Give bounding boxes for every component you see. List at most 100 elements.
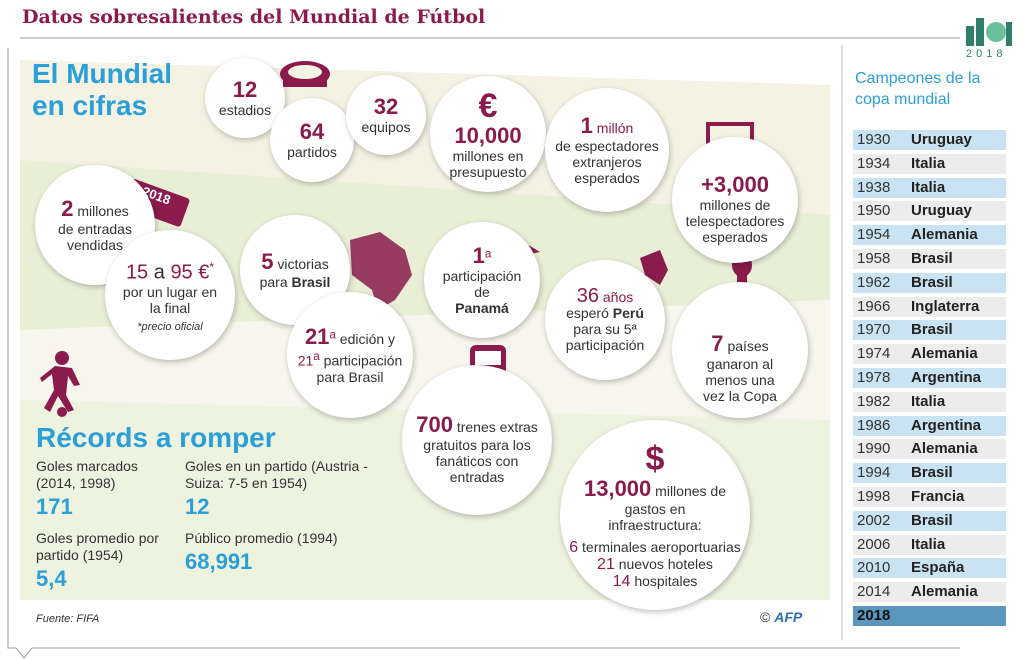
source: Fuente: FIFA: [36, 613, 100, 625]
stat-bubble: € 10,000 millones en presupuesto: [430, 76, 546, 192]
team: Brasil: [911, 464, 953, 482]
number: 12: [232, 77, 258, 102]
title: Datos sobresalientes del Mundial de Fútb…: [22, 6, 486, 28]
record-value: 5,4: [36, 566, 67, 591]
ordinal: a: [313, 350, 320, 364]
table-row: 1978 Argentina: [853, 368, 1006, 388]
label: participación de: [442, 268, 522, 300]
item: 6 terminales aeroportuarias: [569, 539, 741, 556]
record-label: Público promedio (1994): [185, 530, 338, 546]
label: edición y: [339, 331, 396, 348]
table-row: 1958 Brasil: [853, 249, 1006, 269]
team: Argentina: [911, 416, 982, 434]
table-row: 1954 Alemania: [853, 225, 1006, 246]
table-row: 1974 Alemania: [853, 344, 1006, 365]
label: victorias para: [259, 256, 329, 290]
number: 15: [125, 261, 149, 284]
stat-bubble: 1 millón de espectadores extranjeros esp…: [545, 88, 669, 212]
team: Inglaterra: [911, 297, 980, 315]
stat-bubble: 15 a 95 €* por un lugar en la final *pre…: [105, 230, 235, 360]
record-value: 68,991: [185, 549, 253, 574]
team: Italia: [911, 392, 946, 410]
table-row: 1990 Alemania: [853, 439, 1006, 460]
number: 36: [576, 284, 599, 307]
unit: millones: [77, 203, 129, 219]
stat-bubble: $ 13,000 millones de gastos en infraestr…: [560, 420, 750, 610]
year: 1970: [857, 321, 891, 339]
label: millones de telespectadores esperados: [685, 197, 785, 245]
year: 1986: [857, 416, 891, 434]
team: Alemania: [911, 440, 978, 458]
section-title: El Mundial en cifras: [32, 58, 172, 122]
unit: trenes: [456, 419, 496, 435]
asterisk: *: [209, 259, 215, 274]
team: Argentina: [911, 369, 982, 386]
team: Alemania: [911, 345, 978, 363]
title-line: El Mundial: [32, 58, 172, 89]
label: por un lugar en la final: [122, 284, 218, 317]
year: 1962: [857, 273, 891, 291]
stat-bubble: 64 partidos: [270, 98, 354, 182]
label: partidos: [287, 144, 337, 160]
label: millones en presupuesto: [449, 148, 527, 180]
record: Goles promedio por partido (1954) 5,4: [36, 530, 181, 592]
team: Francia: [911, 488, 965, 505]
table-row: 1970 Brasil: [853, 320, 1006, 341]
team: Italia: [911, 178, 946, 196]
unit: millones: [655, 482, 707, 499]
year: 1974: [857, 345, 891, 363]
year: 1966: [857, 297, 891, 315]
credit: © AFP: [760, 609, 802, 625]
number: +3,000: [701, 172, 769, 197]
table-row: 1994 Brasil: [853, 463, 1006, 484]
team: Italia: [911, 154, 946, 172]
country: Brasil: [291, 274, 331, 290]
record-value: 171: [36, 494, 73, 519]
label: nuevos hoteles: [618, 555, 713, 572]
label: de entradas vendidas: [58, 221, 132, 253]
record: Goles en un partido (Austria - Suiza: 7-…: [185, 458, 385, 520]
ordinal: a: [484, 247, 492, 261]
table-row: 2010 España: [853, 558, 1006, 579]
number: 6: [569, 538, 579, 556]
year: 2018: [857, 607, 891, 624]
number: 2: [61, 196, 74, 221]
label: participación para Brasil: [316, 352, 403, 385]
label: esperó: [566, 304, 609, 321]
table-row: 1930 Uruguay: [853, 130, 1006, 150]
icon: $: [645, 439, 665, 478]
table-row: 1950 Uruguay: [853, 201, 1006, 222]
team: Alemania: [911, 226, 978, 244]
label: de gastos en infraestructura:: [608, 482, 726, 533]
year: 1934: [857, 154, 891, 172]
table-row: 2014 Alemania: [853, 582, 1006, 603]
number: 21: [597, 555, 615, 573]
team: Brasil: [911, 511, 953, 529]
number: 7: [711, 331, 724, 356]
icon: €: [478, 87, 498, 125]
team: Brasil: [911, 273, 953, 291]
table-row: 1938 Italia: [853, 177, 1006, 198]
team: Italia: [911, 535, 946, 553]
records-title: Récords a romper: [36, 422, 276, 453]
stat-bubble: 32 equipos: [346, 75, 426, 155]
country: Perú: [612, 304, 644, 321]
stat-bubble: 21a edición y 21a participación para Bra…: [287, 292, 413, 418]
year: 2002: [857, 511, 891, 529]
unit: años: [602, 288, 634, 305]
table-row: 1986 Argentina: [853, 415, 1006, 436]
stat-bubble: 1a participación de Panamá: [424, 222, 540, 338]
number: 21: [297, 352, 314, 369]
year: 1954: [857, 226, 891, 244]
number: 64: [299, 119, 325, 144]
stat-bubble: 7 países ganaron al menos una vez la Cop…: [672, 282, 808, 418]
number: 14: [612, 572, 631, 590]
team: Uruguay: [911, 202, 972, 220]
team: Alemania: [911, 583, 978, 601]
team: España: [911, 559, 965, 577]
label: hospitales: [634, 572, 698, 589]
stat-bubble: +3,000 millones de telespectadores esper…: [672, 137, 798, 263]
record: Público promedio (1994) 68,991: [185, 530, 385, 575]
team: Brasil: [911, 321, 953, 339]
